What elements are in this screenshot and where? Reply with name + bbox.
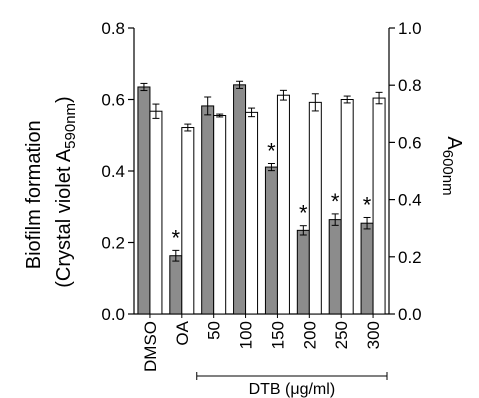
biofilm-bar [296, 229, 310, 315]
biofilm-bar [137, 86, 151, 315]
left-y-axis: 0.0 0.2 0.4 0.6 0.8 [101, 19, 135, 324]
left-tick-label: 0.8 [101, 19, 125, 38]
x-tick-label: 150 [268, 321, 287, 349]
significance-star: * [267, 138, 276, 163]
od600-bar [149, 110, 163, 315]
significance-star: * [172, 225, 181, 250]
x-tick-label: DMSO [141, 321, 160, 372]
significance-star: * [331, 189, 340, 214]
x-tick-label: 250 [332, 321, 351, 349]
x-tick-label: 100 [237, 321, 256, 349]
left-tick-label: 0.0 [101, 305, 125, 324]
significance-star: * [299, 201, 308, 226]
bars-layer: * * * * * [134, 80, 389, 315]
left-axis-title: Biofilm formation (Crystal violet A590nm… [23, 96, 79, 287]
left-axis-title-line1: Biofilm formation [23, 120, 45, 269]
left-axis-title-line2: (Crystal violet A590nm) [53, 96, 79, 287]
od600-bar [276, 94, 290, 315]
od600-bar [372, 97, 386, 315]
x-tick-label: 200 [300, 321, 319, 349]
biofilm-bar [264, 166, 278, 315]
category-labels: DMSO OA 50 100 150 200 250 300 [141, 314, 383, 372]
x-tick-label: 300 [364, 321, 383, 349]
group-label: DTB (μg/ml) [249, 381, 336, 398]
right-axis-title: A600nm [439, 136, 465, 195]
right-tick-label: 0.0 [398, 305, 422, 324]
significance-star: * [363, 192, 372, 217]
right-tick-label: 0.8 [398, 76, 422, 95]
od600-bar [245, 111, 259, 315]
od600-bar [340, 99, 354, 315]
x-tick-label: OA [173, 320, 192, 345]
left-tick-label: 0.6 [101, 91, 125, 110]
dtb-group: DTB (μg/ml) [196, 372, 388, 398]
biofilm-bar [328, 219, 342, 315]
right-tick-label: 0.6 [398, 133, 422, 152]
left-tick-label: 0.4 [101, 162, 125, 181]
biofilm-bar [169, 255, 183, 315]
biofilm-bar [360, 222, 374, 315]
biofilm-bar [201, 105, 215, 315]
x-tick-label: 50 [205, 321, 224, 340]
right-tick-label: 0.2 [398, 248, 422, 267]
od600-bar [181, 127, 195, 315]
right-tick-label: 1.0 [398, 19, 422, 38]
od600-bar [308, 101, 322, 315]
od600-bar [213, 115, 227, 315]
right-tick-label: 0.4 [398, 191, 422, 210]
left-tick-label: 0.2 [101, 234, 125, 253]
right-y-axis: 0.0 0.2 0.4 0.6 0.8 1.0 [388, 19, 422, 324]
biofilm-bar [233, 84, 247, 315]
